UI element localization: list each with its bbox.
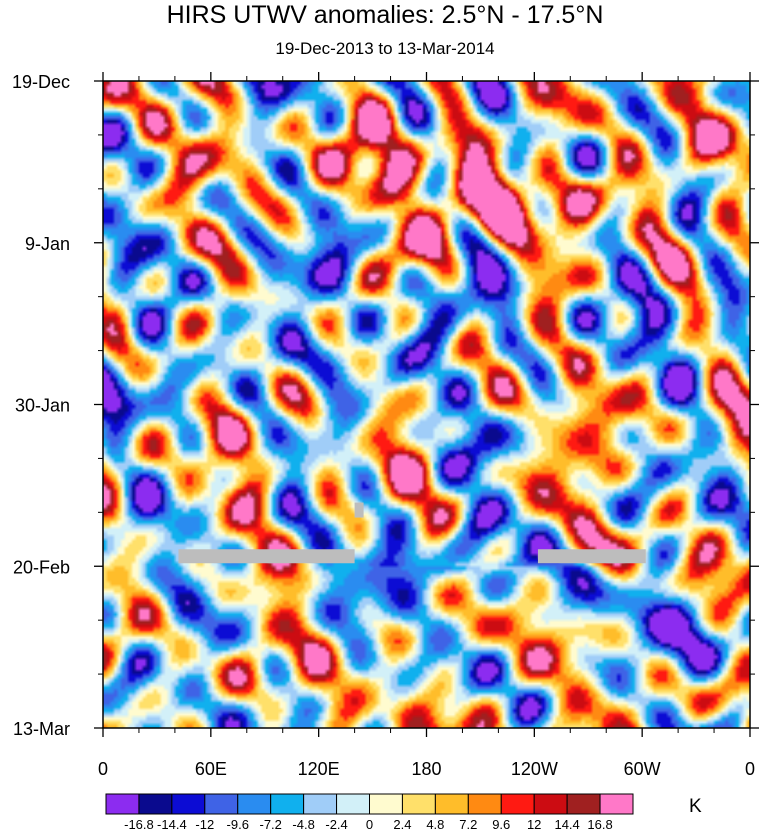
colorbar-level-label: -9.6	[227, 817, 249, 830]
y-tick-label: 30-Jan	[15, 396, 70, 416]
colorbar-level-label: 16.8	[587, 817, 612, 830]
colorbar-swatch	[566, 793, 601, 815]
missing-data-segment	[354, 502, 364, 518]
chart-subtitle: 19-Dec-2013 to 13-Mar-2014	[275, 39, 495, 58]
chart-title: HIRS UTWV anomalies: 2.5°N - 17.5°N	[166, 1, 604, 29]
colorbar-units-label: K	[689, 796, 702, 817]
colorbar-swatch	[369, 793, 403, 815]
colorbar-swatch	[599, 793, 634, 815]
colorbar-level-label: 4.8	[426, 817, 444, 830]
colorbar-level-label: -14.4	[157, 817, 187, 830]
colorbar-level-label: 7.2	[459, 817, 477, 830]
y-tick-label: 13-Mar	[13, 719, 70, 739]
x-tick-label: 0	[98, 759, 108, 779]
colorbar-level-label: 2.4	[393, 817, 411, 830]
colorbar-swatch	[270, 793, 305, 815]
x-tick-label: 0	[745, 759, 755, 779]
missing-data-segment	[178, 549, 355, 564]
colorbar-level-label: 0	[366, 817, 373, 830]
colorbar-swatch	[138, 793, 173, 815]
colorbar-level-label: 9.6	[492, 817, 510, 830]
colorbar-level-label: -4.8	[292, 817, 314, 830]
y-tick-label: 19-Dec	[12, 72, 70, 92]
x-tick-label: 60E	[195, 759, 227, 779]
colorbar-swatch	[401, 793, 436, 815]
colorbar-swatch	[204, 793, 239, 815]
colorbar-level-label: -12	[195, 817, 214, 830]
anomaly-field	[103, 81, 750, 728]
x-tick-label: 180	[411, 759, 441, 779]
colorbar-swatch	[500, 793, 535, 815]
colorbar-swatch	[467, 793, 502, 815]
x-tick-label: 120W	[511, 759, 558, 779]
x-tick-label: 120E	[298, 759, 340, 779]
colorbar-swatch	[237, 793, 272, 815]
colorbar-level-label: 12	[527, 817, 541, 830]
colorbar-level-label: -7.2	[259, 817, 281, 830]
missing-data-segment	[537, 549, 646, 564]
colorbar-swatch	[171, 793, 206, 815]
colorbar-swatch	[105, 793, 140, 815]
y-tick-label: 20-Feb	[13, 557, 70, 577]
x-tick-label: 60W	[624, 759, 661, 779]
colorbar-swatch	[303, 793, 338, 815]
colorbar-level-label: -16.8	[124, 817, 154, 830]
colorbar-swatch	[336, 793, 370, 815]
colorbar-level-label: -2.4	[325, 817, 347, 830]
y-tick-label: 9-Jan	[25, 234, 70, 254]
colorbar-level-label: 14.4	[554, 817, 579, 830]
colorbar-swatch	[533, 793, 568, 815]
colorbar-swatch	[434, 793, 469, 815]
